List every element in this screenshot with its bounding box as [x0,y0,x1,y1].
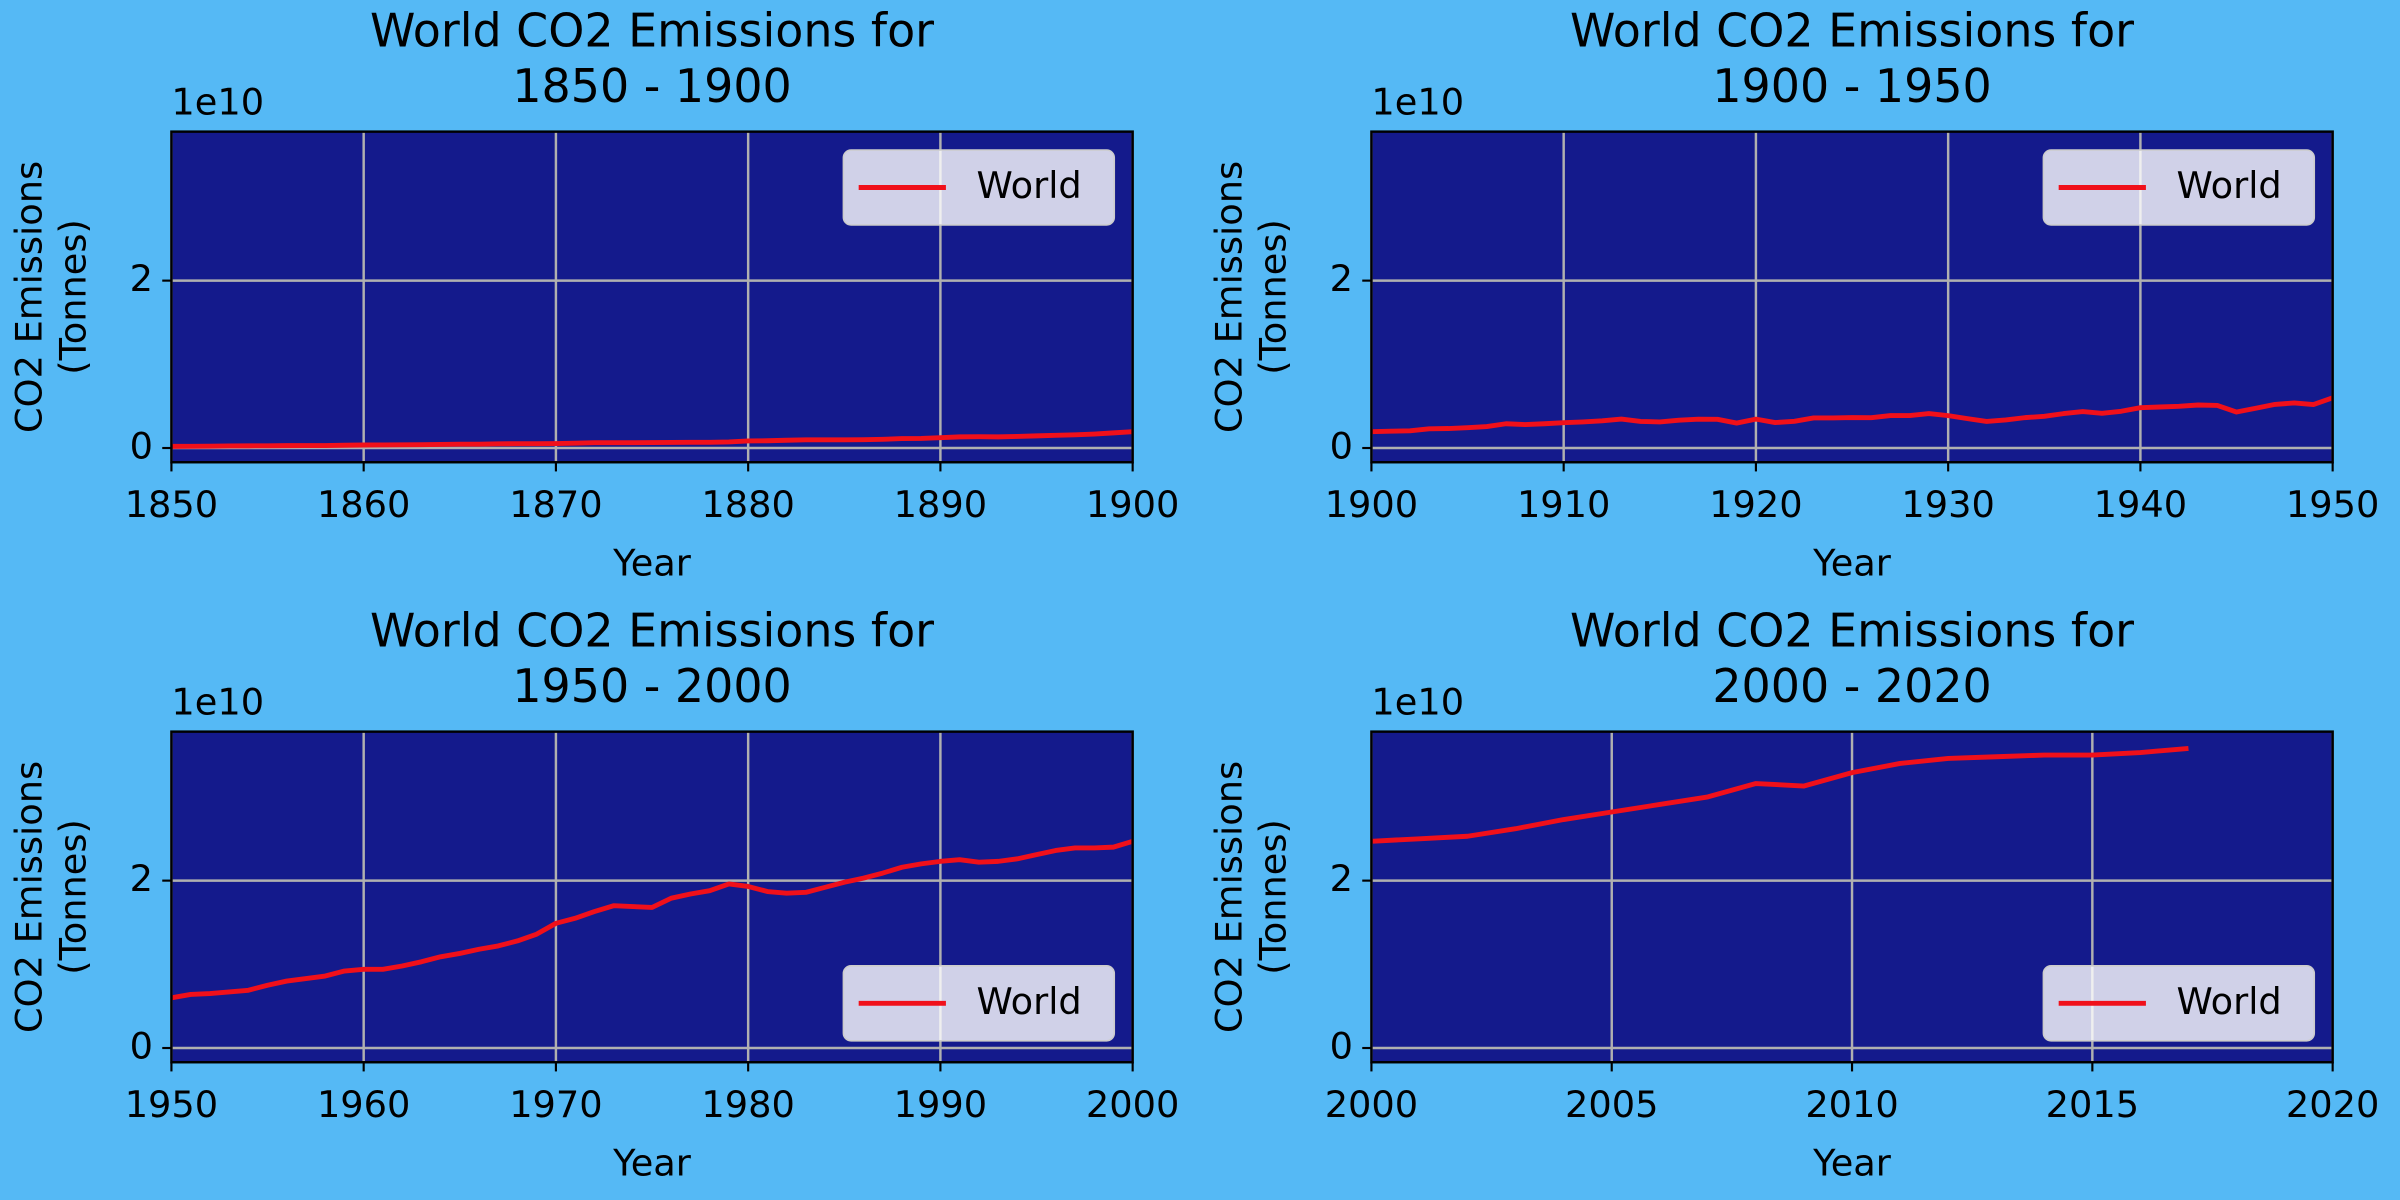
series-line [1371,395,2333,435]
chart-title: World CO2 Emissions for 1950 - 2000 [370,603,934,712]
x-tick-label: 2005 [1565,1083,1658,1126]
y-tick-label: 2 [1330,857,1353,900]
chart-title: World CO2 Emissions for 2000 - 2020 [1570,603,2134,712]
x-tick-label: 1980 [701,1083,794,1126]
x-tick-label: 1900 [1086,483,1179,526]
y-axis-label: CO2 Emissions(Tonnes) [7,161,94,433]
x-tick-label: 1960 [317,1083,410,1126]
legend-label: World [2177,164,2282,207]
x-tick-label: 1890 [894,483,987,526]
chart-title: World CO2 Emissions for 1900 - 1950 [1570,3,2134,112]
chart-title: World CO2 Emissions for 1850 - 1900 [370,3,934,112]
y-tick-label: 0 [1330,1025,1353,1068]
x-tick-label: 1910 [1517,483,1610,526]
axes-frame [1370,730,2334,1064]
x-tick-label: 1900 [1325,483,1418,526]
y-offset-label: 1e10 [1371,681,1464,724]
x-tick-label: 1920 [1709,483,1802,526]
legend-label: World [977,980,1082,1023]
x-tick-label: 1950 [125,1083,218,1126]
legend-box [2042,149,2316,226]
subplot: World CO2 Emissions for 1950 - 2000 1e10 Ye… [7,603,1179,1184]
y-offset-label: 1e10 [171,81,264,124]
y-axis-label: CO2 Emissions(Tonnes) [1207,761,1294,1033]
axes-frame [170,730,1134,1064]
x-tick-label: 2010 [1805,1083,1898,1126]
x-tick-label: 1850 [125,483,218,526]
x-tick-label: 1950 [2286,483,2379,526]
y-offset-label: 1e10 [1371,81,1464,124]
x-axis-label: Year [1812,1141,1892,1184]
x-tick-label: 1870 [509,483,602,526]
x-tick-label: 2000 [1325,1083,1418,1126]
y-tick-label: 2 [1330,257,1353,300]
legend-label: World [2177,980,2282,1023]
x-tick-label: 1940 [2094,483,2187,526]
x-tick-label: 2020 [2286,1083,2379,1126]
axes-frame [170,130,1134,464]
subplot: World CO2 Emissions for 2000 - 2020 1e10 Ye… [1207,603,2379,1184]
x-tick-label: 1970 [509,1083,602,1126]
legend-box [842,965,1116,1042]
x-tick-label: 1860 [317,483,410,526]
x-tick-label: 1990 [894,1083,987,1126]
legend-box [2042,965,2316,1042]
axes-frame [1370,130,2334,464]
y-axis-label: CO2 Emissions(Tonnes) [7,761,94,1033]
y-tick-label: 0 [130,425,153,468]
series-line [171,838,1133,1001]
x-axis-label: Year [1812,541,1892,584]
y-tick-label: 2 [130,857,153,900]
x-tick-label: 1880 [701,483,794,526]
y-tick-label: 0 [130,1025,153,1068]
series-line [171,429,1133,449]
legend-box [842,149,1116,226]
y-tick-label: 0 [1330,425,1353,468]
y-offset-label: 1e10 [171,681,264,724]
x-tick-label: 1930 [1901,483,1994,526]
x-axis-label: Year [612,1141,692,1184]
subplot: World CO2 Emissions for 1850 - 1900 1e10 Ye… [7,3,1179,584]
x-tick-label: 2000 [1086,1083,1179,1126]
subplot: World CO2 Emissions for 1900 - 1950 1e10 Ye… [1207,3,2379,584]
y-tick-label: 2 [130,257,153,300]
series-line [1371,745,2189,844]
x-axis-label: Year [612,541,692,584]
y-axis-label: CO2 Emissions(Tonnes) [1207,161,1294,433]
x-tick-label: 2015 [2046,1083,2139,1126]
legend-label: World [977,164,1082,207]
